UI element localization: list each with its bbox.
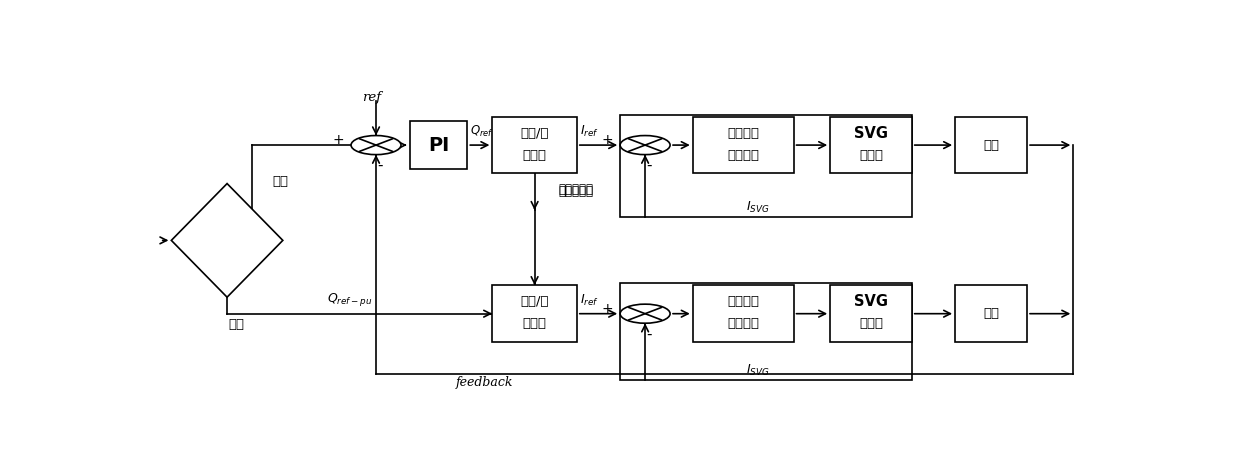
Circle shape	[620, 304, 670, 323]
Text: 接受自主机: 接受自主机	[559, 185, 594, 198]
Bar	[492, 285, 577, 342]
Text: feedback: feedback	[455, 376, 513, 389]
Text: 电网: 电网	[983, 307, 999, 320]
Text: $I_{SVG}$: $I_{SVG}$	[746, 363, 770, 378]
Bar	[955, 285, 1027, 342]
Text: 流转换: 流转换	[522, 317, 547, 330]
Bar	[492, 117, 577, 173]
Text: 电流内环: 电流内环	[727, 296, 759, 308]
Text: $Q_{ref-pu}$: $Q_{ref-pu}$	[470, 123, 513, 140]
Text: +: +	[601, 133, 614, 147]
Text: SVG: SVG	[854, 295, 888, 309]
Bar	[409, 121, 467, 169]
Text: 流转换: 流转换	[522, 149, 547, 162]
Text: +: +	[601, 302, 614, 316]
Text: $I_{SVG}$: $I_{SVG}$	[746, 200, 770, 215]
Bar	[693, 117, 794, 173]
Circle shape	[351, 136, 401, 155]
Text: -: -	[646, 159, 652, 173]
Text: -: -	[646, 327, 652, 342]
Text: SVG: SVG	[854, 126, 888, 141]
Text: 主机: 主机	[272, 175, 288, 188]
Text: $I_{ref}$: $I_{ref}$	[580, 124, 599, 139]
Bar	[620, 283, 911, 380]
Text: 主机/从机?: 主机/从机?	[208, 234, 247, 247]
Bar	[955, 117, 1027, 173]
Text: ref: ref	[362, 91, 381, 104]
Bar	[620, 115, 911, 217]
Bar	[830, 285, 911, 342]
Text: PI: PI	[428, 136, 449, 155]
Text: 电网: 电网	[983, 139, 999, 151]
Text: 控制环节: 控制环节	[727, 317, 759, 330]
Text: 主电路: 主电路	[859, 317, 883, 330]
Text: 从机: 从机	[228, 318, 244, 331]
Text: $Q_{ref-pu}$: $Q_{ref-pu}$	[327, 290, 373, 307]
Text: -: -	[377, 159, 383, 173]
Text: +: +	[332, 133, 345, 147]
Bar	[830, 117, 911, 173]
Text: 无功/电: 无功/电	[521, 127, 549, 140]
Text: $I_{ref}$: $I_{ref}$	[580, 293, 599, 308]
Text: 主电路: 主电路	[859, 149, 883, 162]
Circle shape	[620, 136, 670, 155]
Bar	[693, 285, 794, 342]
Text: 控制环节: 控制环节	[727, 149, 759, 162]
Text: 无功/电: 无功/电	[521, 296, 549, 308]
Text: 发送至从机: 发送至从机	[559, 183, 594, 197]
Text: 电流内环: 电流内环	[727, 127, 759, 140]
Polygon shape	[171, 184, 283, 297]
